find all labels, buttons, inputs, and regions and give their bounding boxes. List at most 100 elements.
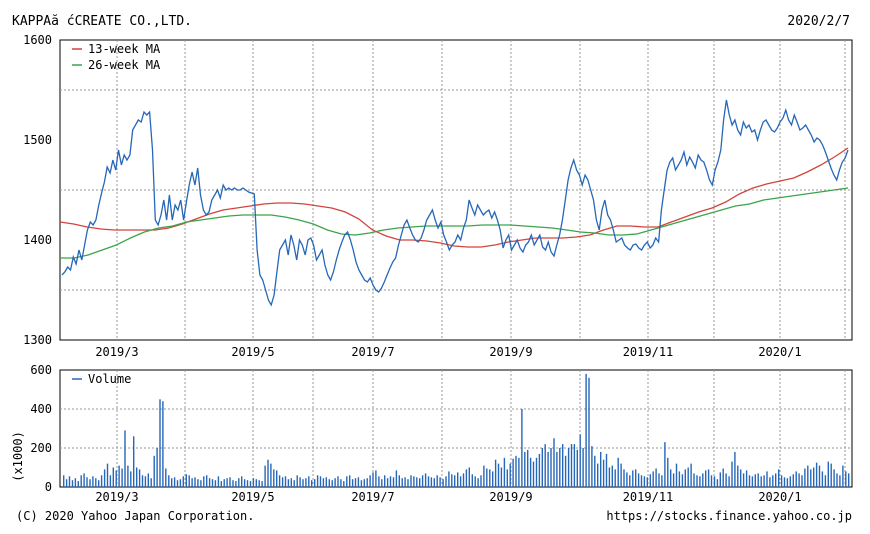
volume-bar xyxy=(261,481,263,487)
volume-bar xyxy=(457,472,459,487)
volume-bar xyxy=(445,476,447,487)
volume-bar xyxy=(848,473,850,487)
ma26-line xyxy=(60,187,849,259)
volume-bar xyxy=(138,469,141,487)
volume-bar xyxy=(629,475,631,487)
volume-bar xyxy=(200,480,202,487)
volume-bar xyxy=(518,457,520,488)
volume-bar xyxy=(284,476,287,487)
ma13-line xyxy=(59,147,849,248)
volume-bar xyxy=(716,479,719,487)
volume-bar xyxy=(623,469,625,487)
volume-bar xyxy=(503,457,506,488)
volume-bar xyxy=(136,467,138,487)
volume-bar xyxy=(745,470,748,487)
volume-bar xyxy=(325,477,327,488)
volume-bar xyxy=(255,479,257,487)
volume-bar xyxy=(652,471,654,487)
volume-bar xyxy=(83,473,85,487)
volume-bar xyxy=(395,470,398,487)
volume-bar xyxy=(675,463,678,487)
volume-bar xyxy=(127,465,129,487)
volume-bar xyxy=(249,481,252,487)
volume-bar xyxy=(319,476,322,487)
price-x-tick-label: 2019/11 xyxy=(623,345,674,359)
volume-bar xyxy=(346,476,348,487)
volume-bar xyxy=(664,442,666,487)
volume-bar xyxy=(550,448,552,487)
volume-bar xyxy=(121,468,123,487)
volume-bar xyxy=(775,473,777,487)
volume-bar xyxy=(579,434,581,487)
volume-bar xyxy=(778,469,780,487)
volume-bar xyxy=(515,455,517,487)
price-y-tick-label: 1300 xyxy=(23,333,52,347)
volume-bar xyxy=(486,468,488,487)
volume-bar xyxy=(337,476,339,487)
volume-bar xyxy=(632,470,634,487)
volume-bar xyxy=(109,475,112,487)
volume-bar xyxy=(789,476,791,487)
volume-bar xyxy=(98,480,100,487)
price-x-tick-label: 2020/1 xyxy=(758,345,801,359)
volume-bar xyxy=(214,480,217,487)
volume-bar xyxy=(243,479,246,487)
volume-bar xyxy=(672,473,675,487)
volume-bar xyxy=(512,458,514,487)
volume-bar xyxy=(830,463,832,487)
volume-bar xyxy=(349,475,351,487)
volume-bar xyxy=(699,476,701,487)
volume-bar xyxy=(506,469,508,487)
volume-y-tick-label: 600 xyxy=(30,363,52,377)
volume-bar xyxy=(118,465,120,487)
legend-label: 26-week MA xyxy=(88,58,161,72)
volume-bar xyxy=(208,478,211,487)
volume-bar xyxy=(168,475,170,487)
volume-bar xyxy=(112,467,114,487)
volume-bar xyxy=(63,475,65,487)
volume-bar xyxy=(702,473,704,487)
source-url[interactable]: https://stocks.finance.yahoo.co.jp xyxy=(606,509,852,523)
volume-bar xyxy=(757,473,759,487)
volume-bar xyxy=(792,474,794,487)
volume-bar xyxy=(191,478,193,487)
company-name: KAPPAă ćCREATE CO.,LTD. xyxy=(12,14,193,29)
volume-bar xyxy=(106,463,109,487)
volume-bar xyxy=(267,459,269,487)
volume-bar xyxy=(734,451,736,487)
volume-bar xyxy=(258,480,260,487)
volume-bar xyxy=(567,448,570,487)
volume-bar xyxy=(375,470,377,487)
volume-bar xyxy=(541,448,543,487)
volume-bar xyxy=(524,451,526,487)
volume-bar xyxy=(707,469,710,487)
volume-bar xyxy=(328,479,330,487)
volume-bar xyxy=(497,463,500,487)
volume-x-tick-label: 2019/5 xyxy=(231,490,274,504)
volume-bar xyxy=(594,455,596,487)
volume-bar xyxy=(798,473,800,487)
volume-bar xyxy=(804,468,806,487)
volume-bar xyxy=(357,477,360,488)
volume-bar xyxy=(340,479,342,487)
volume-bar xyxy=(305,478,307,487)
volume-bar xyxy=(386,478,389,487)
volume-bar xyxy=(179,479,182,487)
volume-bar xyxy=(693,473,695,487)
volume-bar xyxy=(147,473,149,487)
volume-bar xyxy=(363,479,365,487)
volume-bar xyxy=(760,476,762,487)
volume-bar xyxy=(451,474,453,487)
volume-bar xyxy=(562,444,564,487)
volume-bar xyxy=(576,449,578,487)
volume-bar xyxy=(410,475,412,487)
volume-bar xyxy=(314,479,316,487)
volume-bar xyxy=(442,479,444,487)
volume-bar xyxy=(95,478,97,487)
volume-bar xyxy=(780,475,783,487)
price-x-tick-label: 2019/5 xyxy=(231,345,274,359)
volume-bar xyxy=(287,479,290,487)
volume-bar xyxy=(535,457,538,488)
volume-x-tick-label: 2019/11 xyxy=(623,490,674,504)
